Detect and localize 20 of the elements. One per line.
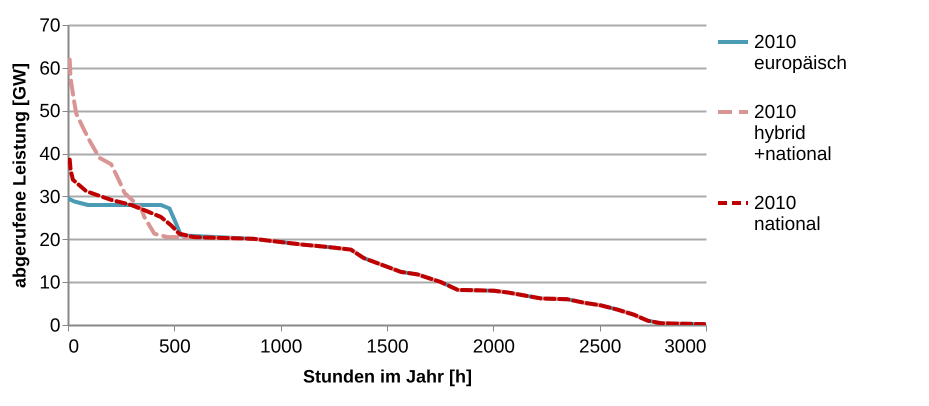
x-tick-label: 500 [158,336,191,358]
y-tick-label: 10 [39,272,60,294]
legend-label: 2010 hybrid +national [754,102,832,165]
y-tick-label: 0 [50,316,60,336]
x-tick-label: 2500 [579,336,622,358]
y-tick-label: 70 [39,16,60,36]
x-tick-label: 3000 [664,336,706,358]
x-tick-label: 2000 [472,336,515,358]
legend-label: 2010 national [754,193,821,235]
y-tick-label: 20 [39,230,60,251]
y-tick-label: 60 [39,58,60,80]
y-tick-label: 50 [39,101,60,122]
x-axis-title: Stunden im Jahr [h] [302,366,472,386]
legend-label: 2010 europäisch [754,32,847,74]
y-tick-label: 40 [39,144,60,166]
x-tick-label: 1000 [260,336,302,358]
x-tick-label: 0 [68,336,80,358]
x-tick-label: 1500 [366,336,409,358]
y-tick-label: 30 [39,186,60,208]
y-axis-title: abgerufene Leistung [GW] [9,63,30,288]
